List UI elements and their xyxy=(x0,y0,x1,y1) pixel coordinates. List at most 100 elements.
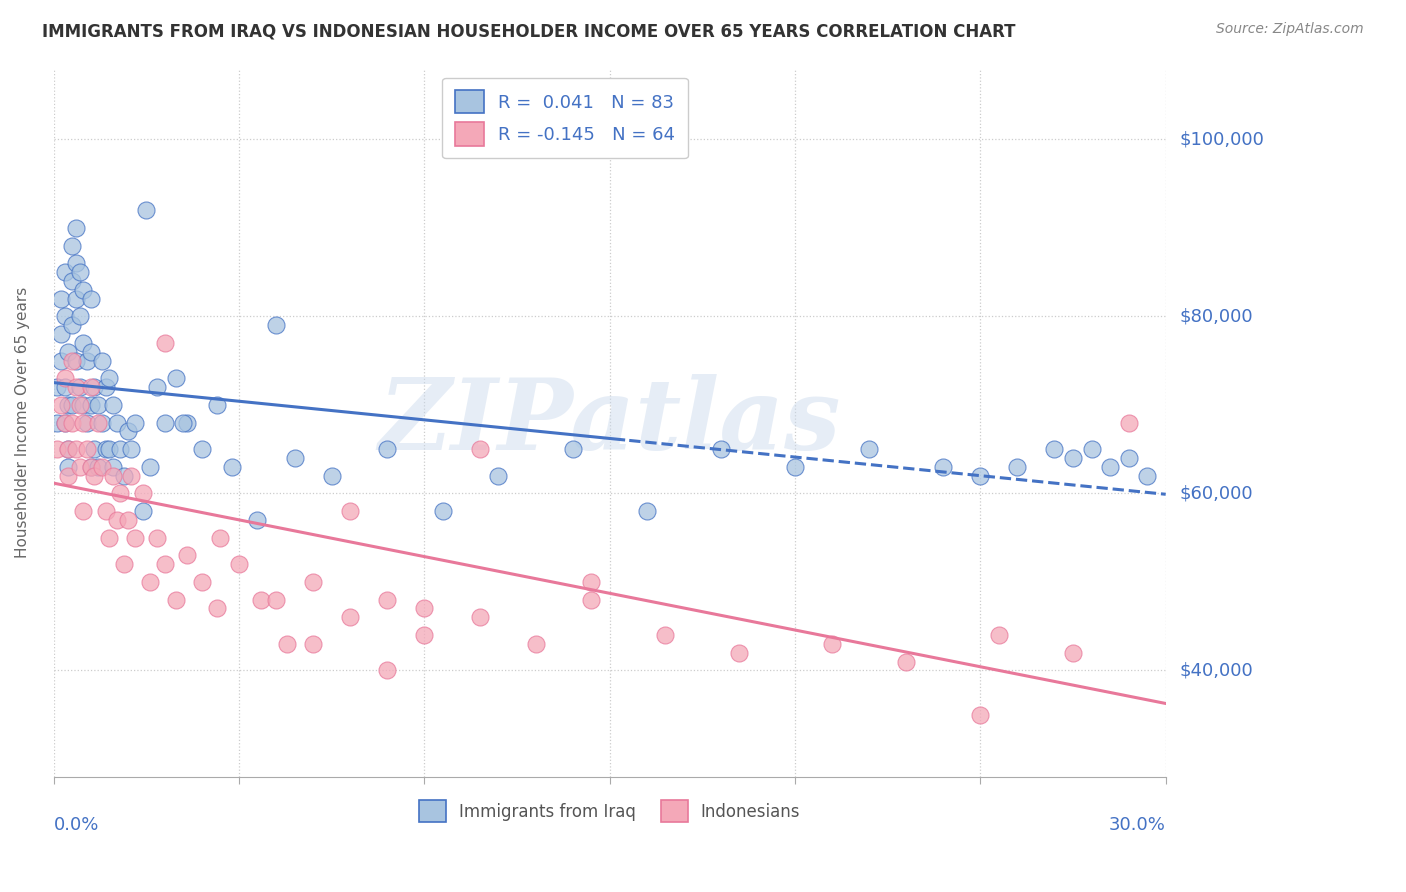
Text: $40,000: $40,000 xyxy=(1180,661,1253,680)
Point xyxy=(83,468,105,483)
Point xyxy=(72,335,94,350)
Point xyxy=(49,292,72,306)
Point xyxy=(79,344,101,359)
Point xyxy=(969,468,991,483)
Point xyxy=(58,398,80,412)
Point xyxy=(65,380,87,394)
Text: IMMIGRANTS FROM IRAQ VS INDONESIAN HOUSEHOLDER INCOME OVER 65 YEARS CORRELATION : IMMIGRANTS FROM IRAQ VS INDONESIAN HOUSE… xyxy=(42,22,1015,40)
Text: Source: ZipAtlas.com: Source: ZipAtlas.com xyxy=(1216,22,1364,37)
Point xyxy=(98,371,121,385)
Point xyxy=(58,459,80,474)
Point xyxy=(60,398,83,412)
Point xyxy=(176,416,198,430)
Point xyxy=(468,442,491,457)
Point xyxy=(135,203,157,218)
Point xyxy=(46,442,69,457)
Point xyxy=(131,504,153,518)
Point xyxy=(375,592,398,607)
Point xyxy=(896,655,918,669)
Point xyxy=(432,504,454,518)
Point xyxy=(65,292,87,306)
Point xyxy=(221,459,243,474)
Point xyxy=(60,274,83,288)
Point xyxy=(72,416,94,430)
Point xyxy=(76,416,98,430)
Point xyxy=(79,398,101,412)
Point xyxy=(209,531,232,545)
Point xyxy=(110,442,132,457)
Point xyxy=(69,380,91,394)
Point xyxy=(60,318,83,333)
Point xyxy=(69,398,91,412)
Point xyxy=(110,486,132,500)
Point xyxy=(969,707,991,722)
Point xyxy=(165,371,187,385)
Point xyxy=(124,531,146,545)
Point xyxy=(53,265,76,279)
Point xyxy=(302,637,325,651)
Point xyxy=(117,513,139,527)
Point xyxy=(72,283,94,297)
Point xyxy=(69,310,91,324)
Text: $80,000: $80,000 xyxy=(1180,308,1253,326)
Point xyxy=(120,468,142,483)
Point xyxy=(79,292,101,306)
Point xyxy=(105,513,128,527)
Text: 30.0%: 30.0% xyxy=(1109,815,1166,833)
Point xyxy=(60,238,83,252)
Point xyxy=(131,486,153,500)
Point xyxy=(60,416,83,430)
Point xyxy=(53,380,76,394)
Point xyxy=(1007,459,1029,474)
Point xyxy=(120,442,142,457)
Point xyxy=(105,416,128,430)
Point xyxy=(932,459,955,474)
Point xyxy=(94,442,117,457)
Point xyxy=(339,610,361,624)
Point xyxy=(276,637,298,651)
Point xyxy=(1118,416,1140,430)
Point xyxy=(153,335,176,350)
Point xyxy=(228,558,250,572)
Text: ZIPatlas: ZIPatlas xyxy=(378,375,841,471)
Point xyxy=(94,504,117,518)
Point xyxy=(413,601,436,615)
Point xyxy=(250,592,273,607)
Point xyxy=(90,416,112,430)
Point xyxy=(246,513,269,527)
Point xyxy=(98,442,121,457)
Point xyxy=(579,574,602,589)
Text: $60,000: $60,000 xyxy=(1180,484,1253,502)
Point xyxy=(191,574,214,589)
Point xyxy=(1080,442,1102,457)
Point xyxy=(821,637,844,651)
Point xyxy=(83,380,105,394)
Point xyxy=(858,442,880,457)
Point xyxy=(783,459,806,474)
Point xyxy=(87,416,110,430)
Text: 0.0%: 0.0% xyxy=(53,815,98,833)
Y-axis label: Householder Income Over 65 years: Householder Income Over 65 years xyxy=(15,287,30,558)
Point xyxy=(87,398,110,412)
Point xyxy=(58,442,80,457)
Point xyxy=(172,416,194,430)
Point xyxy=(69,265,91,279)
Point xyxy=(49,327,72,342)
Text: $100,000: $100,000 xyxy=(1180,130,1264,148)
Point xyxy=(165,592,187,607)
Point xyxy=(53,310,76,324)
Point xyxy=(146,380,169,394)
Point xyxy=(90,459,112,474)
Point xyxy=(1043,442,1066,457)
Point xyxy=(524,637,547,651)
Point xyxy=(139,574,162,589)
Point xyxy=(654,628,676,642)
Point xyxy=(76,442,98,457)
Point xyxy=(124,416,146,430)
Point xyxy=(1062,646,1084,660)
Point xyxy=(321,468,343,483)
Point xyxy=(101,468,124,483)
Point xyxy=(413,628,436,642)
Point xyxy=(53,371,76,385)
Point xyxy=(72,504,94,518)
